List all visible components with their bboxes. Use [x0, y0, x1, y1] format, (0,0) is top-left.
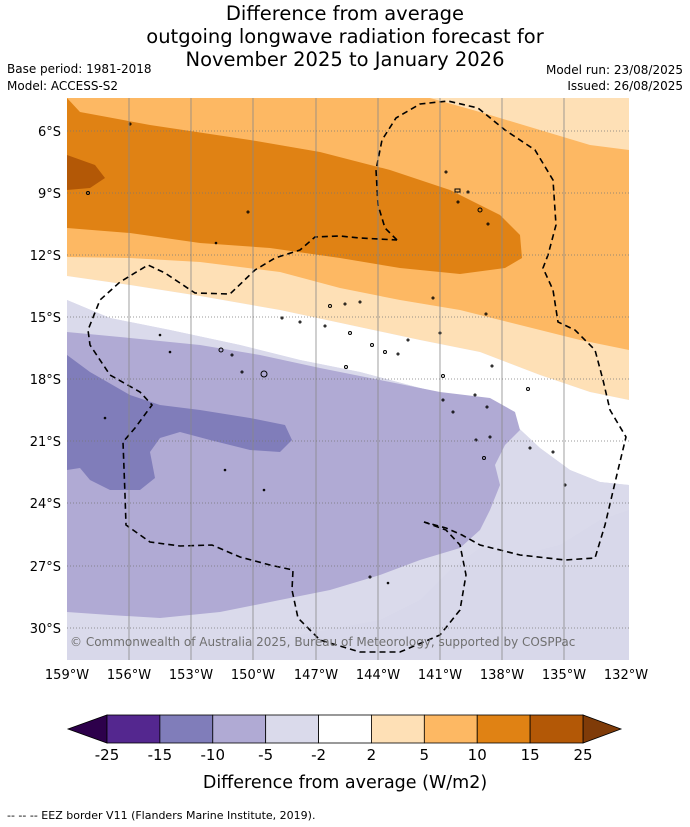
colorbar-tick-label: 5 [420, 746, 430, 764]
colorbar-tick-label: 10 [468, 746, 487, 764]
lat-tick: 15°S [30, 311, 61, 326]
contour-15-to-25 [67, 155, 105, 190]
lat-tick: 27°S [30, 560, 61, 575]
colorbar-tick-label: 15 [521, 746, 540, 764]
colorbar-segment [476, 714, 531, 744]
lon-tick: 150°W [231, 668, 275, 683]
map-credit: © Commonwealth of Australia 2025, Bureau… [70, 635, 575, 649]
lon-tick: 159°W [45, 668, 89, 683]
lat-tick: 9°S [38, 187, 61, 202]
colorbar-under-arrow [66, 714, 108, 744]
chart-title-line2: outgoing longwave radiation forecast for [146, 25, 544, 48]
lon-tick: 135°W [542, 668, 586, 683]
colorbar-segment [265, 714, 319, 744]
issued-date: Issued: 26/08/2025 [567, 79, 683, 93]
model-run: Model run: 23/08/2025 [545, 63, 683, 77]
contour-10-to-15 [67, 98, 522, 274]
contour-neutral [67, 276, 629, 485]
chart-title-line3: November 2025 to January 2026 [185, 48, 505, 71]
chart-title-line1: Difference from average [225, 2, 465, 25]
colorbar-label: Difference from average (W/m2) [203, 773, 487, 793]
colorbar-ticks: -25 -15 -10 -5 -2 2 5 10 15 25 [95, 746, 593, 764]
colorbar-tick-label: 25 [573, 746, 592, 764]
colorbar-segment [423, 714, 478, 744]
colorbar-segment [212, 714, 267, 744]
colorbar-segment [371, 714, 425, 744]
colorbar-segment [529, 714, 584, 744]
islands [86, 122, 567, 585]
colorbar-segment [106, 714, 161, 744]
lat-tick: 24°S [30, 497, 61, 512]
lon-tick: 132°W [604, 668, 648, 683]
colorbar-segments [66, 714, 623, 744]
colorbar-segment [318, 714, 372, 744]
lon-tick: 153°W [169, 668, 213, 683]
lon-tick: 141°W [418, 668, 462, 683]
colorbar: -25 -15 -10 -5 -2 2 5 10 15 25 Difference from av… [66, 714, 623, 793]
lon-tick: 138°W [480, 668, 524, 683]
lon-tick: 144°W [356, 668, 400, 683]
colorbar-tick-label: -2 [311, 746, 326, 764]
lat-tick: 30°S [30, 622, 61, 637]
colorbar-segment [159, 714, 214, 744]
lon-tick: 147°W [294, 668, 338, 683]
colorbar-tick-label: -5 [258, 746, 273, 764]
colorbar-over-arrow [582, 714, 623, 744]
base-period: Base period: 1981-2018 [7, 62, 152, 76]
lat-tick: 18°S [30, 373, 61, 388]
colorbar-tick-label: 2 [367, 746, 377, 764]
forecast-map: 6°S 9°S 12°S 15°S 18°S 21°S 24°S 27°S 30… [30, 98, 648, 683]
colorbar-tick-label: -15 [148, 746, 173, 764]
model-name: Model: ACCESS-S2 [7, 79, 119, 93]
eez-borders [87, 100, 627, 653]
lat-tick: 12°S [30, 249, 61, 264]
lat-tick: 6°S [38, 125, 61, 140]
eez-legend-note: -- -- -- EEZ border V11 (Flanders Marine… [7, 809, 316, 822]
colorbar-tick-label: -25 [95, 746, 120, 764]
lat-tick: 21°S [30, 435, 61, 450]
gridlines [67, 98, 629, 660]
colorbar-tick-label: -10 [201, 746, 226, 764]
lon-tick: 156°W [107, 668, 151, 683]
